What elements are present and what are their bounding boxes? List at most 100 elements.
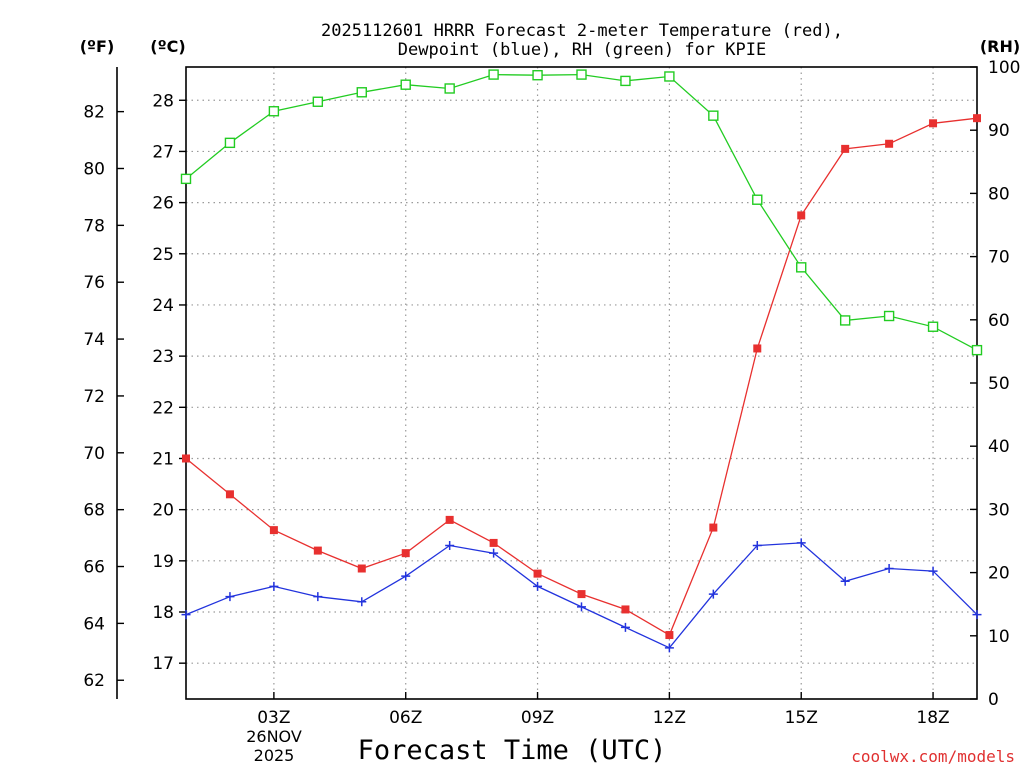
temperature-point	[533, 569, 542, 578]
celsius-tick-label: 25	[152, 245, 174, 265]
dewpoint-point	[225, 592, 235, 602]
temperature-point	[225, 490, 234, 499]
rh-point	[883, 310, 895, 322]
rh-point	[576, 69, 587, 80]
temperature-point	[709, 523, 718, 532]
dewpoint-point	[181, 610, 191, 620]
dewpoint-point	[357, 597, 367, 607]
dewpoint-point	[533, 581, 543, 591]
time-tick-label: 09Z	[521, 708, 554, 728]
dewpoint-point	[752, 540, 762, 550]
temperature-point	[841, 144, 850, 153]
dewpoint-point	[313, 592, 323, 602]
dewpoint-point	[928, 566, 938, 576]
celsius-tick-label: 24	[152, 296, 174, 316]
chart-title-line1: 2025112601 HRRR Forecast 2-meter Tempera…	[321, 21, 843, 41]
dewpoint-point	[445, 540, 455, 550]
date-label-day: 26NOV	[246, 727, 302, 746]
dewpoint-point	[489, 548, 499, 558]
fahrenheit-tick-label: 74	[83, 330, 105, 350]
rh-point	[796, 262, 807, 273]
temperature-point	[753, 344, 762, 353]
rh-axis-unit: (RH)	[980, 37, 1020, 56]
fahrenheit-tick-label: 66	[83, 558, 105, 578]
temperature-point	[489, 538, 498, 547]
time-tick-label: 03Z	[257, 708, 290, 728]
rh-point	[708, 110, 719, 121]
time-tick-label: 12Z	[653, 708, 686, 728]
celsius-tick-label: 21	[152, 449, 174, 469]
rh-point	[224, 137, 236, 149]
rh-tick-label: 40	[988, 437, 1010, 457]
rh-tick-label: 90	[988, 121, 1010, 141]
fahrenheit-axis: 62 64 66 68 70 72 74 76 78 80 82	[83, 103, 124, 691]
temperature-point	[797, 211, 806, 220]
watermark: coolwx.com/models	[851, 747, 1015, 766]
chart-title-line2: Dewpoint (blue), RH (green) for KPIE	[398, 40, 766, 60]
dewpoint-point	[884, 564, 894, 574]
fahrenheit-tick-label: 76	[83, 273, 105, 293]
rh-point	[488, 69, 499, 80]
rh-tick-label: 50	[988, 374, 1010, 394]
rh-point	[532, 70, 543, 81]
rh-point	[664, 71, 675, 82]
temperature-point	[665, 631, 674, 640]
rh-point	[268, 106, 280, 117]
dewpoint-point	[401, 571, 411, 581]
celsius-tick-label: 26	[152, 194, 174, 214]
celsius-tick-label: 27	[152, 142, 174, 162]
temperature-point	[401, 549, 410, 558]
rh-tick-label: 100	[988, 58, 1020, 78]
fahrenheit-tick-label: 80	[83, 159, 105, 179]
rh-tick-label: 30	[988, 500, 1010, 520]
dewpoint-point	[269, 581, 279, 591]
temperature-point	[269, 526, 278, 535]
dewpoint-point	[840, 576, 850, 586]
temperature-point	[885, 139, 894, 148]
series-layer	[180, 69, 983, 653]
date-label-year: 2025	[254, 746, 295, 765]
rh-tick-label: 80	[988, 184, 1010, 204]
temperature-point	[973, 114, 981, 123]
rh-point	[356, 87, 367, 98]
temperature-point	[313, 546, 322, 555]
celsius-tick-label: 19	[152, 552, 174, 572]
celsius-axis-unit: (ºC)	[150, 37, 185, 56]
rh-tick-label: 60	[988, 311, 1010, 331]
dewpoint-point	[972, 610, 982, 620]
dewpoint-point	[796, 538, 806, 548]
temperature-point	[621, 605, 630, 614]
temperature-point	[577, 590, 586, 599]
time-axis: 03Z 06Z 09Z 12Z 15Z 18Z	[257, 692, 950, 728]
rh-tick-label: 20	[988, 564, 1010, 584]
rh-axis: 0 10 20 30 40 50 60 70 80 90 100	[970, 58, 1020, 710]
rh-point	[312, 96, 324, 107]
rh-point	[444, 83, 455, 94]
dewpoint-point	[664, 643, 674, 653]
fahrenheit-tick-label: 72	[83, 387, 105, 407]
fahrenheit-tick-label: 78	[83, 216, 105, 236]
temperature-point	[357, 564, 366, 573]
rh-point	[752, 194, 763, 205]
rh-point	[180, 173, 192, 185]
celsius-tick-label: 23	[152, 347, 174, 367]
rh-point	[839, 315, 851, 326]
x-axis-title: Forecast Time (UTC)	[358, 735, 667, 766]
fahrenheit-tick-label: 64	[83, 614, 105, 634]
celsius-tick-label: 28	[152, 91, 174, 111]
celsius-tick-label: 20	[152, 501, 174, 521]
dewpoint-point	[577, 602, 586, 612]
dewpoint-point	[620, 622, 630, 632]
fahrenheit-tick-label: 70	[83, 444, 105, 464]
fahrenheit-axis-unit: (ºF)	[80, 37, 115, 56]
time-tick-label: 18Z	[916, 708, 949, 728]
time-tick-label: 06Z	[389, 708, 422, 728]
fahrenheit-tick-label: 62	[83, 671, 105, 691]
rh-tick-label: 0	[988, 690, 999, 710]
temperature-point	[445, 515, 454, 524]
grid-lines	[186, 67, 977, 699]
rh-point	[400, 79, 411, 90]
temperature-point	[182, 454, 190, 463]
fahrenheit-tick-label: 82	[83, 103, 105, 123]
